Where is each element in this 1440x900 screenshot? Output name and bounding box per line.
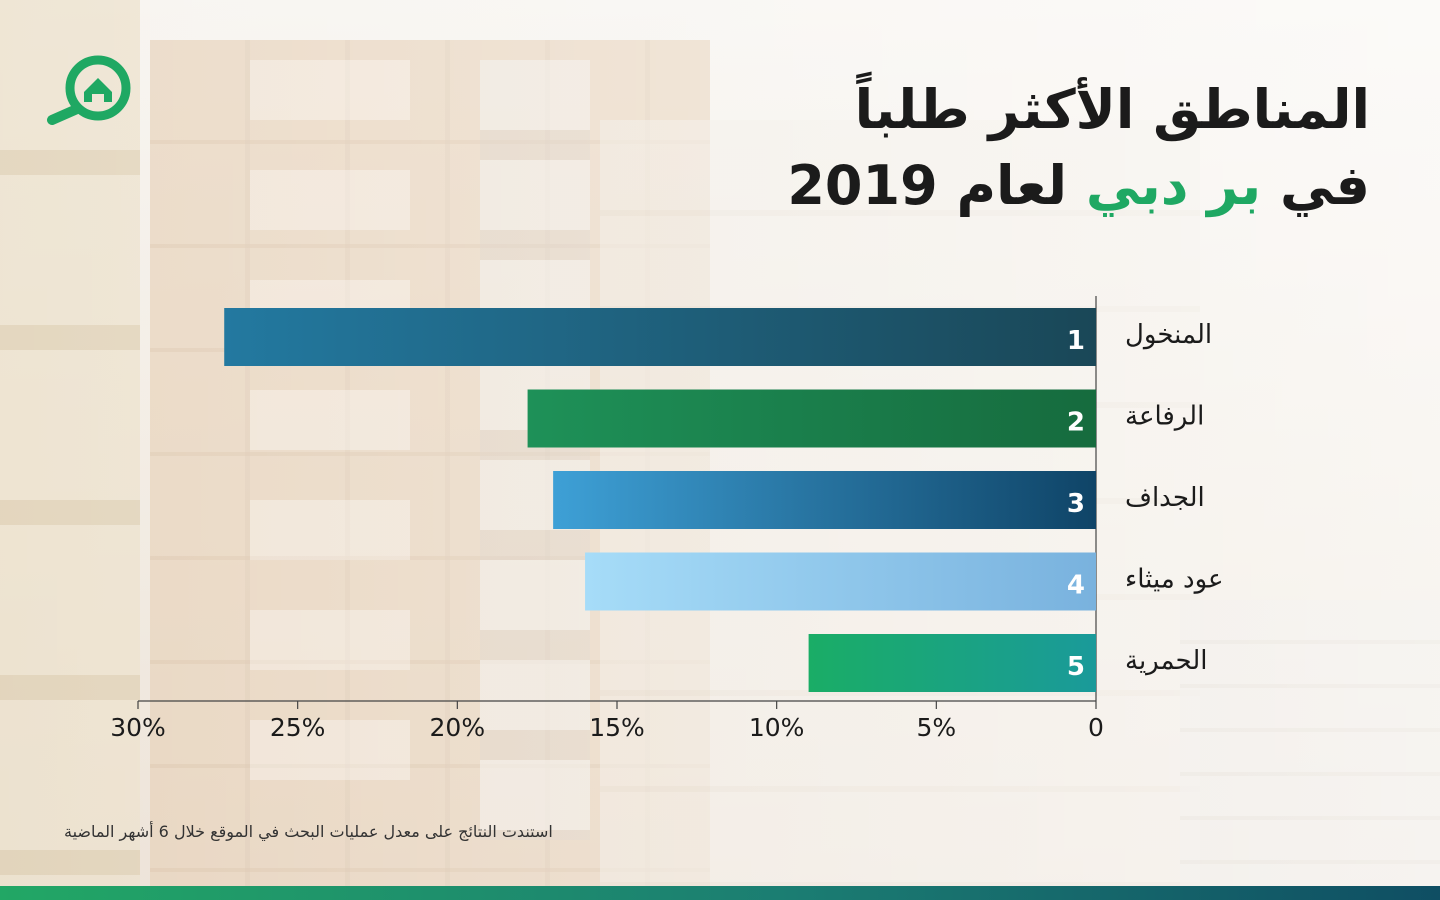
x-tick-label: 20% <box>430 713 486 742</box>
title-suffix: لعام 2019 <box>787 154 1068 217</box>
title-prefix: في <box>1280 154 1370 217</box>
source-note: استندت النتائج على معدل عمليات البحث في … <box>64 822 553 841</box>
bar-3 <box>553 471 1096 529</box>
x-tick-label: 0 <box>1088 713 1104 742</box>
bar-2 <box>527 389 1096 448</box>
title-line-1: المناطق الأكثر طلباً <box>854 78 1370 141</box>
bar-5 <box>808 634 1096 692</box>
category-label: الرفاعة <box>1125 402 1204 432</box>
x-tick-label: 5% <box>916 713 956 742</box>
bar-rank-label: 2 <box>1067 408 1085 438</box>
bar-rank-label: 3 <box>1067 489 1085 519</box>
category-label: الحمرية <box>1125 646 1207 676</box>
category-label: عود ميثاء <box>1125 565 1224 595</box>
x-tick-label: 30% <box>110 713 166 742</box>
title-line-2: في بر دبي لعام 2019 <box>787 148 1370 224</box>
bar-rank-label: 1 <box>1067 326 1085 356</box>
house-search-icon <box>47 55 131 125</box>
category-label: الجداف <box>1125 483 1205 513</box>
x-tick-label: 10% <box>749 713 805 742</box>
x-tick-label: 25% <box>270 713 326 742</box>
x-tick-label: 15% <box>589 713 645 742</box>
footer-bar <box>0 886 1440 900</box>
title-highlight: بر دبي <box>1085 154 1262 217</box>
bar-rank-label: 5 <box>1067 652 1085 682</box>
chart-title: المناطق الأكثر طلباً في بر دبي لعام 2019 <box>787 72 1370 224</box>
bar-4 <box>585 552 1096 611</box>
category-label: المنخول <box>1125 320 1212 350</box>
bar-rank-label: 4 <box>1067 571 1085 601</box>
bar-1 <box>224 308 1097 366</box>
